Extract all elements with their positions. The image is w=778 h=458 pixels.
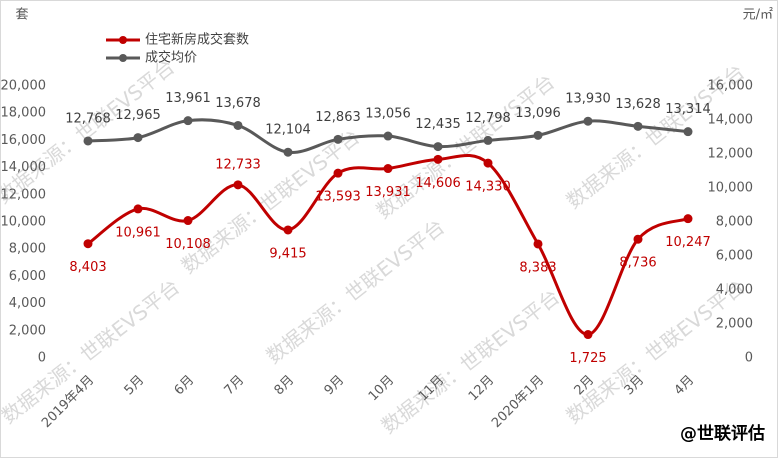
data-label: 8,736	[619, 256, 656, 271]
point	[533, 239, 543, 249]
point	[533, 130, 543, 140]
data-label: 13,930	[565, 92, 611, 107]
legend-label: 住宅新房成交套数	[145, 32, 249, 48]
data-label: 13,056	[365, 107, 411, 122]
point	[483, 135, 493, 145]
legend-marker	[119, 54, 127, 62]
point	[683, 214, 693, 224]
y-tick-label: 6,000	[9, 269, 46, 284]
point	[233, 180, 243, 190]
point	[383, 164, 393, 174]
y2-tick-label: 8,000	[716, 215, 753, 230]
point	[133, 133, 143, 143]
y-tick-label: 18,000	[1, 106, 47, 121]
data-label: 8,403	[69, 260, 106, 275]
data-label: 13,096	[515, 106, 561, 121]
point	[183, 216, 193, 226]
point	[633, 234, 643, 244]
y-tick-label: 0	[38, 351, 46, 366]
y-tick-label: 2,000	[9, 323, 46, 338]
point	[583, 116, 593, 126]
data-label: 12,104	[265, 123, 311, 138]
y-tick-label: 4,000	[9, 296, 46, 311]
y-tick-label: 14,000	[1, 160, 47, 175]
y-tick-label: 12,000	[1, 187, 47, 202]
data-label: 9,415	[269, 246, 306, 261]
point	[433, 154, 443, 164]
point	[233, 120, 243, 130]
data-label: 13,678	[215, 96, 261, 111]
data-label: 12,965	[115, 108, 161, 123]
y2-tick-label: 12,000	[708, 147, 754, 162]
data-label: 13,314	[665, 102, 711, 117]
data-label: 10,108	[165, 237, 211, 252]
y-tick-label: 16,000	[1, 133, 47, 148]
y2-unit: 元/㎡	[743, 8, 773, 23]
source-label: @世联评估	[680, 423, 765, 444]
legend-label: 成交均价	[145, 50, 197, 66]
point	[333, 134, 343, 144]
data-label: 1,725	[569, 351, 606, 366]
point	[633, 121, 643, 131]
y2-tick-label: 6,000	[716, 249, 753, 264]
data-label: 10,247	[665, 235, 711, 250]
point	[83, 239, 93, 249]
data-label: 12,435	[415, 117, 461, 132]
data-label: 12,798	[465, 111, 511, 126]
y2-tick-label: 10,000	[708, 181, 754, 196]
point	[133, 204, 143, 214]
point	[583, 330, 593, 340]
y2-tick-label: 0	[745, 351, 753, 366]
data-label: 13,961	[165, 91, 211, 106]
data-label: 14,330	[465, 180, 511, 195]
y2-tick-label: 16,000	[708, 79, 754, 94]
point	[283, 225, 293, 235]
point	[83, 136, 93, 146]
y-tick-label: 10,000	[1, 215, 47, 230]
y2-tick-label: 14,000	[708, 113, 754, 128]
data-label: 12,733	[215, 157, 261, 172]
point	[333, 168, 343, 178]
data-label: 8,383	[519, 260, 556, 275]
data-label: 10,961	[115, 225, 161, 240]
point	[483, 158, 493, 168]
y2-tick-label: 4,000	[716, 283, 753, 298]
data-label: 14,606	[415, 176, 461, 191]
data-label: 12,768	[65, 111, 111, 126]
point	[183, 116, 193, 126]
data-label: 13,931	[365, 185, 411, 200]
y-tick-label: 20,000	[1, 79, 47, 94]
y2-tick-label: 2,000	[716, 317, 753, 332]
data-label: 13,593	[315, 190, 361, 205]
y-unit: 套	[15, 7, 28, 23]
point	[683, 127, 693, 137]
point	[283, 147, 293, 157]
point	[433, 142, 443, 152]
legend-marker	[119, 36, 127, 44]
point	[383, 131, 393, 141]
data-label: 13,628	[615, 97, 661, 112]
y-tick-label: 8,000	[9, 242, 46, 257]
data-label: 12,863	[315, 110, 361, 125]
